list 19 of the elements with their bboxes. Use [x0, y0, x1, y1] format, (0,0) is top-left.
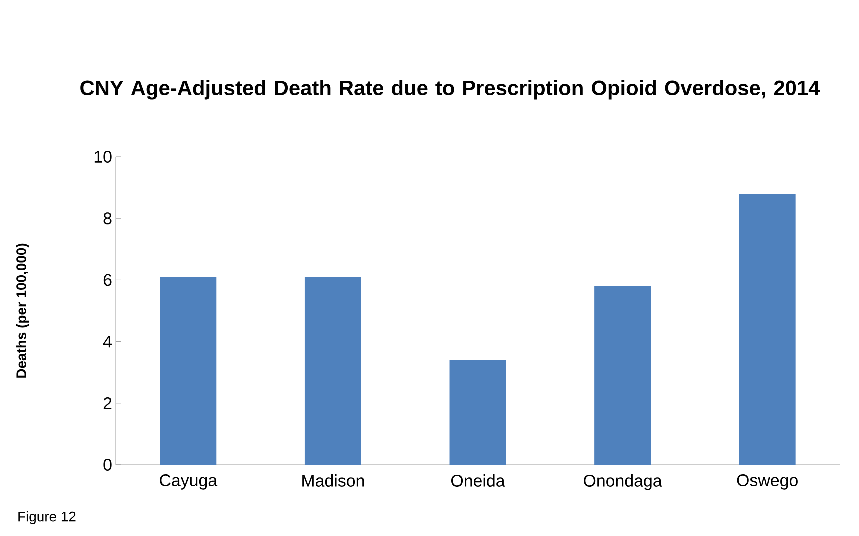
bar: [160, 277, 217, 465]
bar: [304, 277, 362, 465]
bar: [450, 360, 506, 465]
caption: Figure 12: [18, 511, 76, 524]
bar: [739, 194, 796, 465]
x-tick-label: Oswego: [737, 474, 798, 490]
y-tick-label: 10: [94, 151, 112, 163]
y-tick-label: 6: [104, 274, 112, 286]
x-tick-label: Madison: [302, 474, 364, 487]
y-axis-title: Deaths (per 100,000): [16, 244, 30, 378]
x-tick-label: Onondaga: [584, 474, 662, 490]
y-tick-label: 2: [104, 397, 112, 410]
y-tick-label: 8: [104, 212, 112, 225]
x-tick-label: Cayuga: [160, 474, 218, 490]
x-tick-label: Oneida: [451, 474, 506, 487]
bar: [594, 286, 652, 465]
chart-title: CNY Age-Adjusted Death Rate due to Prescription Opioid Overdose, 2014: [80, 80, 820, 100]
y-tick-label: 4: [103, 336, 112, 348]
y-tick-label: 0: [104, 459, 112, 471]
